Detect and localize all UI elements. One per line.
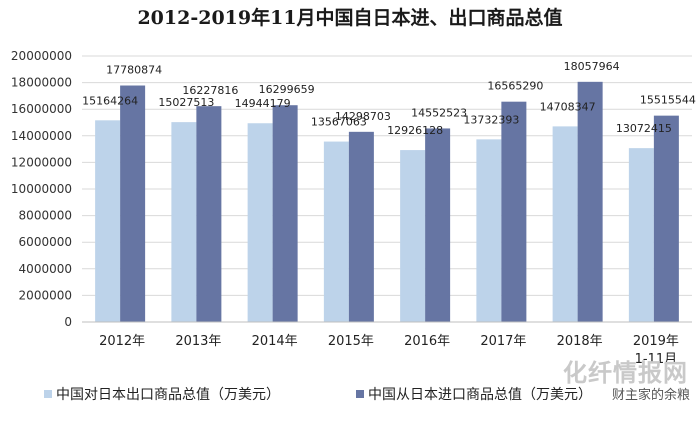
data-label: 16227816: [182, 84, 238, 97]
y-tick-label: 8000000: [19, 209, 72, 223]
legend: 中国对日本出口商品总值（万美元） 中国从日本进口商品总值（万美元）: [44, 387, 592, 403]
data-label: 17780874: [106, 64, 162, 77]
y-tick-label: 2000000: [19, 288, 72, 302]
x-axis-ticks: 2012年 2013年 2014年 2015年 2016年 2017年 2018年 2019年…: [99, 334, 679, 367]
data-label: 14708347: [540, 100, 596, 113]
data-label: 18057964: [564, 60, 620, 73]
import-bar: [196, 106, 222, 322]
import-bar: [653, 115, 679, 322]
x-tick-label: 2019年: [633, 334, 679, 349]
bars: [95, 81, 679, 323]
y-tick-label: 14000000: [11, 129, 72, 143]
y-tick-label: 16000000: [11, 102, 72, 116]
data-label: 15164264: [82, 94, 138, 107]
data-label: 15027513: [158, 96, 214, 109]
import-bar: [272, 105, 298, 322]
legend-swatch: [44, 390, 52, 398]
watermark-brand: 化纤情报网: [563, 359, 688, 387]
x-tick-label: 2014年: [252, 334, 298, 349]
legend-label: 中国从日本进口商品总值（万美元）: [368, 387, 592, 403]
y-tick-label: 12000000: [11, 155, 72, 169]
x-tick-label: 2018年: [557, 334, 603, 349]
y-tick-label: 20000000: [11, 49, 72, 63]
data-label: 15515544: [640, 94, 696, 107]
data-label: 14298703: [335, 110, 391, 123]
watermark: 化纤情报网 财主家的余粮: [563, 359, 690, 403]
data-label: 13072415: [616, 122, 672, 135]
y-tick-label: 0: [64, 315, 72, 329]
y-axis-ticks: 0 2000000 4000000 6000000 8000000 10000000 120…: [11, 49, 72, 329]
export-bar: [476, 139, 502, 322]
y-tick-label: 6000000: [19, 235, 72, 249]
chart-title: 2012-2019年11月中国自日本进、出口商品总值: [137, 6, 562, 29]
data-label: 16299659: [259, 83, 315, 96]
export-bar: [95, 120, 121, 322]
export-bar: [552, 126, 578, 322]
data-label: 14944179: [235, 97, 291, 110]
export-bar: [400, 150, 426, 322]
watermark-caption: 财主家的余粮: [612, 387, 690, 403]
export-bar: [247, 123, 273, 322]
x-tick-label: 2012年: [99, 334, 145, 349]
import-bar: [577, 81, 603, 323]
y-tick-label: 18000000: [11, 76, 72, 90]
data-labels: 15164264 17780874 150275131622781614944179…: [82, 60, 696, 137]
y-tick-label: 4000000: [19, 262, 72, 276]
import-bar: [120, 85, 146, 322]
data-label: 14552523: [411, 106, 467, 119]
x-tick-label: 1-11月: [635, 352, 678, 367]
x-tick-label: 2016年: [404, 334, 450, 349]
legend-label: 中国对日本出口商品总值（万美元）: [56, 387, 280, 403]
data-label: 12926128: [387, 124, 443, 137]
export-bar: [628, 148, 654, 322]
import-bar: [425, 128, 451, 322]
export-bar: [171, 122, 197, 322]
import-bar: [501, 101, 527, 322]
y-tick-label: 10000000: [11, 182, 72, 196]
legend-swatch: [356, 390, 364, 398]
data-label: 13567063: [311, 116, 367, 129]
import-bar: [348, 131, 374, 322]
data-label: 13732393: [463, 113, 519, 126]
export-bar: [323, 141, 349, 322]
x-tick-label: 2015年: [328, 334, 374, 349]
data-label: 16565290: [487, 80, 543, 93]
x-tick-label: 2013年: [175, 334, 221, 349]
x-tick-label: 2017年: [480, 334, 526, 349]
